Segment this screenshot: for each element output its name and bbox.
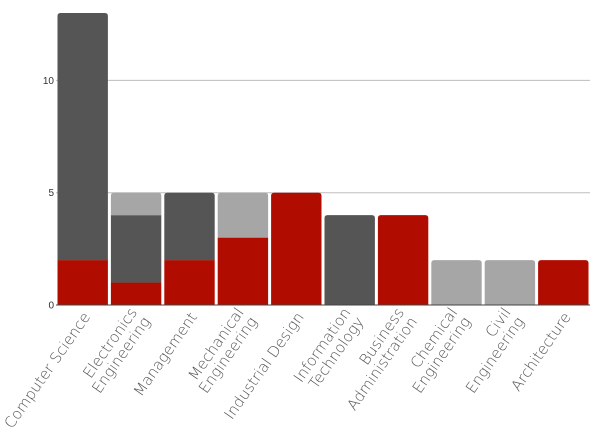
bar-segment-cat1-series1 [110, 215, 162, 283]
bar-segment-cat0-series1 [57, 13, 108, 261]
bar-segment-cat8-series2 [484, 260, 536, 305]
bar-segment-cat1-series0 [110, 282, 162, 305]
y-tick-label: 5 [48, 188, 54, 199]
bar-segment-cat0-series0 [57, 260, 108, 305]
y-tick-label: 0 [48, 301, 54, 312]
bar-segment-cat5-series1 [324, 215, 375, 305]
bar-segment-cat4-series0 [271, 192, 322, 305]
bar-segment-cat7-series2 [431, 260, 482, 305]
bar-segment-cat2-series1 [164, 192, 215, 261]
bar-segment-cat9-series0 [538, 260, 589, 305]
y-tick-label: 10 [43, 76, 55, 87]
bar-segment-cat3-series2 [217, 192, 269, 238]
bars [57, 13, 589, 305]
bar-segment-cat1-series2 [110, 192, 162, 216]
y-axis-ticks: 0 5 10 [43, 76, 55, 312]
bar-segment-cat3-series0 [217, 237, 269, 305]
bar-segment-cat6-series0 [377, 215, 429, 305]
bar-segment-cat2-series0 [164, 260, 215, 305]
grid-lines [56, 79, 590, 194]
x-axis-labels: Computer ScienceElectronicsEngineeringMa… [0, 304, 574, 432]
